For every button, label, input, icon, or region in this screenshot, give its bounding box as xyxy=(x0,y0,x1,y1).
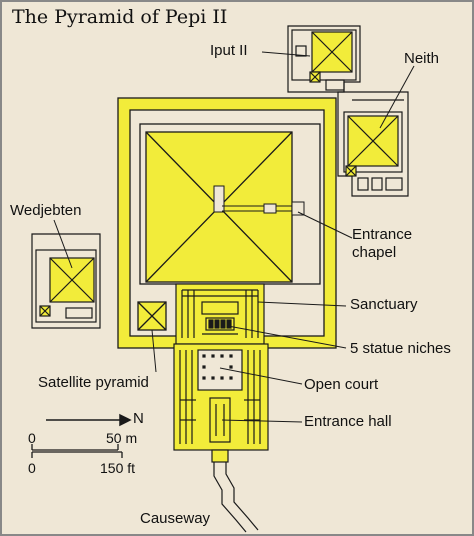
lower-temple xyxy=(173,343,269,463)
queen-iput-pyramid xyxy=(287,25,361,93)
label-entrance-chapel-line1: Entrance xyxy=(352,226,413,243)
north-label: N xyxy=(133,410,144,427)
label-satellite-pyramid: Satellite pyramid xyxy=(38,374,149,391)
label-entrance-chapel-line2: chapel xyxy=(352,244,397,261)
scale-m-end: 50 m xyxy=(106,430,138,446)
mortuary-temple-inner xyxy=(175,283,265,345)
scale-ft-zero: 0 xyxy=(28,460,36,476)
label-wedjebten: Wedjebten xyxy=(10,202,82,219)
leader-lines xyxy=(53,51,415,423)
label-statue-niches: 5 statue niches xyxy=(350,340,451,357)
scale-bar xyxy=(31,444,123,458)
label-iput: Iput II xyxy=(210,42,248,59)
queen-wedjebten-pyramid xyxy=(31,233,101,329)
label-causeway: Causeway xyxy=(140,510,211,527)
queen-neith-pyramid xyxy=(337,91,409,197)
label-open-court: Open court xyxy=(304,376,379,393)
north-arrow-icon xyxy=(46,413,132,427)
scale-ft-end: 150 ft xyxy=(100,460,136,476)
causeway xyxy=(213,462,259,533)
label-entrance-hall: Entrance hall xyxy=(304,413,392,430)
scale-m-zero: 0 xyxy=(28,430,36,446)
label-sanctuary: Sanctuary xyxy=(350,296,418,313)
main-pyramid xyxy=(145,131,305,283)
satellite-pyramid xyxy=(137,301,167,331)
figure-title: The Pyramid of Pepi II xyxy=(12,6,228,28)
label-neith: Neith xyxy=(404,50,440,67)
